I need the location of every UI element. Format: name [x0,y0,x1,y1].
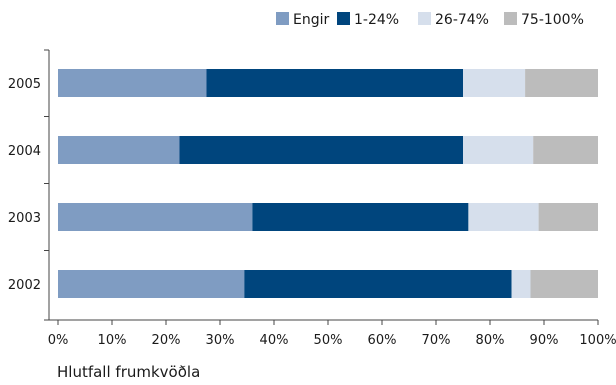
legend-label: 75-100% [521,12,584,28]
x-tick-label: 30% [206,333,235,348]
bar-2002-series-1 [244,270,512,298]
legend: Engir 1-24% 26-74% 75-100% [276,12,584,28]
legend-swatch [418,12,431,25]
bar-2005-series-1 [206,69,463,97]
x-tick-label: 20% [152,333,181,348]
axes-group: 2005 2004 2003 2002 0% 10% 20% 30% 40% 50% 60% 70% 8… [8,49,616,348]
x-tick-label: 60% [368,333,397,348]
bar-2002-series-0 [58,270,245,298]
y-tick-label: 2002 [8,278,41,293]
x-tick-label: 0% [48,333,69,348]
x-tick-label: 10% [98,333,127,348]
bar-2003-series-2 [468,203,539,231]
bar-2004-series-3 [533,136,598,164]
bar-2005-series-0 [58,69,207,97]
bar-2004-series-1 [179,136,463,164]
bar-2003-series-3 [538,203,598,231]
legend-swatch [276,12,289,25]
legend-swatch [337,12,350,25]
x-tick-label: 70% [422,333,451,348]
x-tick-label: 90% [530,333,559,348]
bar-2002-series-2 [511,270,531,298]
legend-label: 1-24% [354,12,399,28]
legend-label: 26-74% [435,12,489,28]
y-tick-label: 2004 [8,144,41,159]
bars-group [58,69,598,298]
bar-2002-series-3 [530,270,598,298]
y-tick-label: 2003 [8,211,41,226]
x-tick-label: 80% [476,333,505,348]
bar-2004-series-0 [58,136,180,164]
bar-2003-series-1 [252,203,469,231]
bar-2004-series-2 [463,136,534,164]
x-tick-label: 50% [314,333,343,348]
y-tick-label: 2005 [8,77,41,92]
legend-label: Engir [293,12,329,28]
legend-swatch [504,12,517,25]
x-tick-label: 100% [579,333,616,348]
bar-2003-series-0 [58,203,253,231]
bar-2005-series-3 [525,69,598,97]
x-tick-label: 40% [260,333,289,348]
bar-2005-series-2 [463,69,526,97]
x-axis-title: Hlutfall frumkvöðla [57,363,201,381]
